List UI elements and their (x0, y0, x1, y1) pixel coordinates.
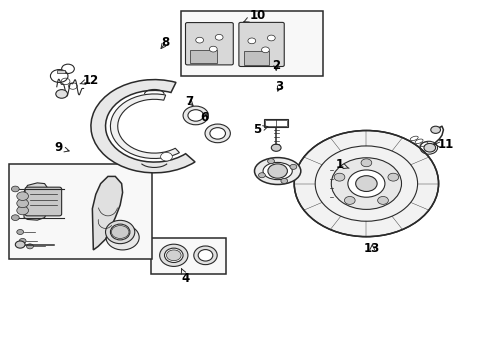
Wedge shape (110, 94, 179, 158)
Circle shape (271, 144, 281, 151)
Text: 13: 13 (364, 242, 380, 255)
Ellipse shape (105, 220, 135, 244)
Bar (244, 51, 268, 65)
Circle shape (15, 241, 25, 248)
Circle shape (17, 192, 28, 201)
Circle shape (26, 244, 33, 249)
Bar (57, 70, 64, 73)
Circle shape (330, 158, 401, 210)
Polygon shape (92, 176, 122, 250)
Circle shape (423, 143, 435, 152)
Ellipse shape (106, 225, 139, 250)
Circle shape (258, 173, 265, 178)
Text: 1: 1 (335, 158, 348, 171)
Ellipse shape (164, 248, 183, 262)
Circle shape (187, 110, 203, 121)
FancyBboxPatch shape (185, 23, 233, 65)
Circle shape (430, 126, 440, 134)
Circle shape (360, 159, 371, 167)
Circle shape (280, 179, 287, 184)
Text: 6: 6 (200, 111, 208, 124)
Circle shape (19, 238, 26, 243)
Circle shape (344, 197, 354, 204)
Ellipse shape (159, 244, 187, 266)
Circle shape (215, 35, 223, 40)
Text: 7: 7 (185, 95, 193, 108)
Circle shape (355, 176, 376, 192)
Bar (151, 238, 226, 274)
Text: 10: 10 (244, 9, 265, 22)
Circle shape (289, 164, 296, 169)
Circle shape (160, 152, 172, 161)
Circle shape (261, 47, 269, 53)
Circle shape (183, 106, 208, 125)
Circle shape (56, 90, 67, 98)
Ellipse shape (263, 162, 292, 180)
Ellipse shape (110, 224, 130, 240)
Text: 8: 8 (161, 36, 169, 49)
Circle shape (17, 206, 28, 215)
Circle shape (387, 173, 398, 181)
Circle shape (267, 159, 274, 164)
FancyBboxPatch shape (239, 22, 284, 67)
Bar (265, 120, 286, 126)
Circle shape (11, 186, 19, 192)
Text: 2: 2 (272, 59, 280, 72)
Circle shape (347, 170, 384, 197)
Ellipse shape (254, 158, 300, 184)
Circle shape (294, 131, 438, 237)
Circle shape (195, 37, 203, 43)
Circle shape (111, 226, 129, 238)
Circle shape (11, 215, 19, 221)
Circle shape (209, 46, 217, 52)
Bar (181, 12, 322, 76)
Circle shape (247, 38, 255, 44)
Bar (190, 50, 216, 63)
Text: 12: 12 (80, 74, 99, 87)
Circle shape (17, 229, 23, 234)
Text: 3: 3 (275, 80, 283, 93)
Ellipse shape (193, 246, 217, 265)
Circle shape (166, 250, 181, 261)
FancyBboxPatch shape (25, 187, 61, 216)
Bar (264, 119, 288, 127)
Circle shape (267, 35, 275, 41)
Polygon shape (22, 183, 60, 220)
Circle shape (204, 124, 230, 143)
Circle shape (377, 197, 387, 204)
Bar (9, 164, 152, 259)
Circle shape (267, 164, 287, 178)
Circle shape (209, 128, 225, 139)
Circle shape (333, 173, 344, 181)
Wedge shape (91, 80, 195, 173)
Text: 9: 9 (54, 141, 69, 154)
Text: 4: 4 (181, 269, 190, 285)
Circle shape (17, 199, 28, 208)
Ellipse shape (198, 249, 212, 261)
Text: 11: 11 (433, 138, 452, 151)
Text: 5: 5 (253, 123, 267, 136)
